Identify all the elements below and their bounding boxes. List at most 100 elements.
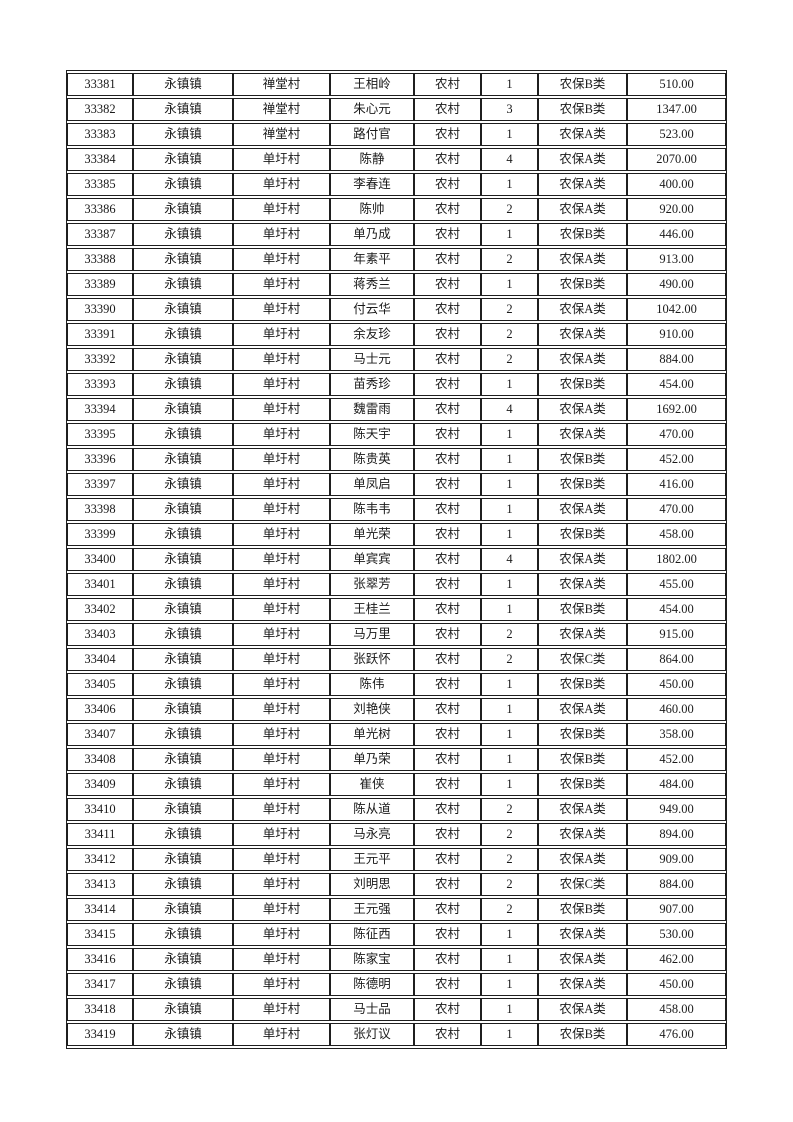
cell-residence-type: 农村	[414, 473, 481, 496]
cell-village: 单圩村	[233, 773, 330, 796]
cell-residence-type: 农村	[414, 423, 481, 446]
cell-serial-number: 33389	[67, 273, 133, 296]
cell-person-name: 单光荣	[330, 523, 414, 546]
cell-insurance-category: 农保B类	[538, 898, 627, 921]
cell-village: 单圩村	[233, 198, 330, 221]
cell-residence-type: 农村	[414, 823, 481, 846]
cell-town: 永镇镇	[133, 798, 233, 821]
cell-town: 永镇镇	[133, 1023, 233, 1046]
cell-serial-number: 33408	[67, 748, 133, 771]
table-row: 33381 永镇镇 禅堂村 王相岭 农村 1 农保B类 510.00	[67, 73, 726, 96]
cell-insurance-category: 农保A类	[538, 323, 627, 346]
cell-count: 4	[481, 548, 538, 571]
cell-count: 1	[481, 923, 538, 946]
cell-town: 永镇镇	[133, 948, 233, 971]
cell-amount: 454.00	[627, 373, 726, 396]
cell-town: 永镇镇	[133, 873, 233, 896]
table-row: 33390 永镇镇 单圩村 付云华 农村 2 农保A类 1042.00	[67, 298, 726, 321]
cell-village: 单圩村	[233, 873, 330, 896]
cell-insurance-category: 农保A类	[538, 123, 627, 146]
cell-residence-type: 农村	[414, 273, 481, 296]
cell-serial-number: 33381	[67, 73, 133, 96]
cell-insurance-category: 农保A类	[538, 348, 627, 371]
cell-town: 永镇镇	[133, 723, 233, 746]
cell-count: 1	[481, 773, 538, 796]
cell-count: 1	[481, 448, 538, 471]
cell-count: 2	[481, 798, 538, 821]
table-row: 33401 永镇镇 单圩村 张翠芳 农村 1 农保A类 455.00	[67, 573, 726, 596]
cell-serial-number: 33395	[67, 423, 133, 446]
cell-count: 2	[481, 873, 538, 896]
cell-town: 永镇镇	[133, 73, 233, 96]
cell-serial-number: 33394	[67, 398, 133, 421]
cell-insurance-category: 农保A类	[538, 248, 627, 271]
cell-village: 单圩村	[233, 898, 330, 921]
cell-person-name: 陈伟	[330, 673, 414, 696]
cell-person-name: 崔侠	[330, 773, 414, 796]
cell-serial-number: 33396	[67, 448, 133, 471]
cell-person-name: 李春连	[330, 173, 414, 196]
cell-person-name: 马万里	[330, 623, 414, 646]
cell-amount: 358.00	[627, 723, 726, 746]
cell-village: 单圩村	[233, 173, 330, 196]
cell-amount: 949.00	[627, 798, 726, 821]
cell-amount: 907.00	[627, 898, 726, 921]
cell-town: 永镇镇	[133, 698, 233, 721]
cell-village: 单圩村	[233, 148, 330, 171]
cell-insurance-category: 农保B类	[538, 223, 627, 246]
cell-serial-number: 33382	[67, 98, 133, 121]
cell-count: 1	[481, 423, 538, 446]
cell-insurance-category: 农保A类	[538, 998, 627, 1021]
cell-town: 永镇镇	[133, 848, 233, 871]
cell-serial-number: 33388	[67, 248, 133, 271]
table-row: 33395 永镇镇 单圩村 陈天宇 农村 1 农保A类 470.00	[67, 423, 726, 446]
cell-town: 永镇镇	[133, 348, 233, 371]
cell-serial-number: 33390	[67, 298, 133, 321]
cell-count: 1	[481, 748, 538, 771]
table-row: 33393 永镇镇 单圩村 苗秀珍 农村 1 农保B类 454.00	[67, 373, 726, 396]
cell-person-name: 魏雷雨	[330, 398, 414, 421]
cell-village: 单圩村	[233, 598, 330, 621]
cell-insurance-category: 农保B类	[538, 73, 627, 96]
cell-village: 单圩村	[233, 273, 330, 296]
cell-serial-number: 33418	[67, 998, 133, 1021]
cell-village: 单圩村	[233, 498, 330, 521]
cell-amount: 510.00	[627, 73, 726, 96]
cell-residence-type: 农村	[414, 898, 481, 921]
cell-town: 永镇镇	[133, 98, 233, 121]
cell-residence-type: 农村	[414, 948, 481, 971]
cell-residence-type: 农村	[414, 673, 481, 696]
table-row: 33391 永镇镇 单圩村 余友珍 农村 2 农保A类 910.00	[67, 323, 726, 346]
cell-person-name: 马士元	[330, 348, 414, 371]
cell-count: 1	[481, 673, 538, 696]
cell-insurance-category: 农保A类	[538, 198, 627, 221]
cell-count: 1	[481, 598, 538, 621]
cell-town: 永镇镇	[133, 973, 233, 996]
cell-count: 2	[481, 198, 538, 221]
cell-village: 单圩村	[233, 923, 330, 946]
cell-serial-number: 33415	[67, 923, 133, 946]
cell-amount: 452.00	[627, 748, 726, 771]
cell-insurance-category: 农保A类	[538, 173, 627, 196]
cell-person-name: 张翠芳	[330, 573, 414, 596]
cell-amount: 450.00	[627, 673, 726, 696]
cell-person-name: 张灯议	[330, 1023, 414, 1046]
cell-amount: 1802.00	[627, 548, 726, 571]
cell-amount: 470.00	[627, 498, 726, 521]
cell-count: 1	[481, 998, 538, 1021]
cell-count: 2	[481, 623, 538, 646]
cell-village: 单圩村	[233, 823, 330, 846]
table-row: 33397 永镇镇 单圩村 单凤启 农村 1 农保B类 416.00	[67, 473, 726, 496]
cell-residence-type: 农村	[414, 123, 481, 146]
table-row: 33412 永镇镇 单圩村 王元平 农村 2 农保A类 909.00	[67, 848, 726, 871]
cell-amount: 915.00	[627, 623, 726, 646]
cell-residence-type: 农村	[414, 198, 481, 221]
cell-count: 1	[481, 573, 538, 596]
cell-residence-type: 农村	[414, 748, 481, 771]
table-row: 33417 永镇镇 单圩村 陈德明 农村 1 农保A类 450.00	[67, 973, 726, 996]
cell-insurance-category: 农保A类	[538, 848, 627, 871]
cell-village: 单圩村	[233, 623, 330, 646]
cell-insurance-category: 农保B类	[538, 598, 627, 621]
cell-town: 永镇镇	[133, 573, 233, 596]
